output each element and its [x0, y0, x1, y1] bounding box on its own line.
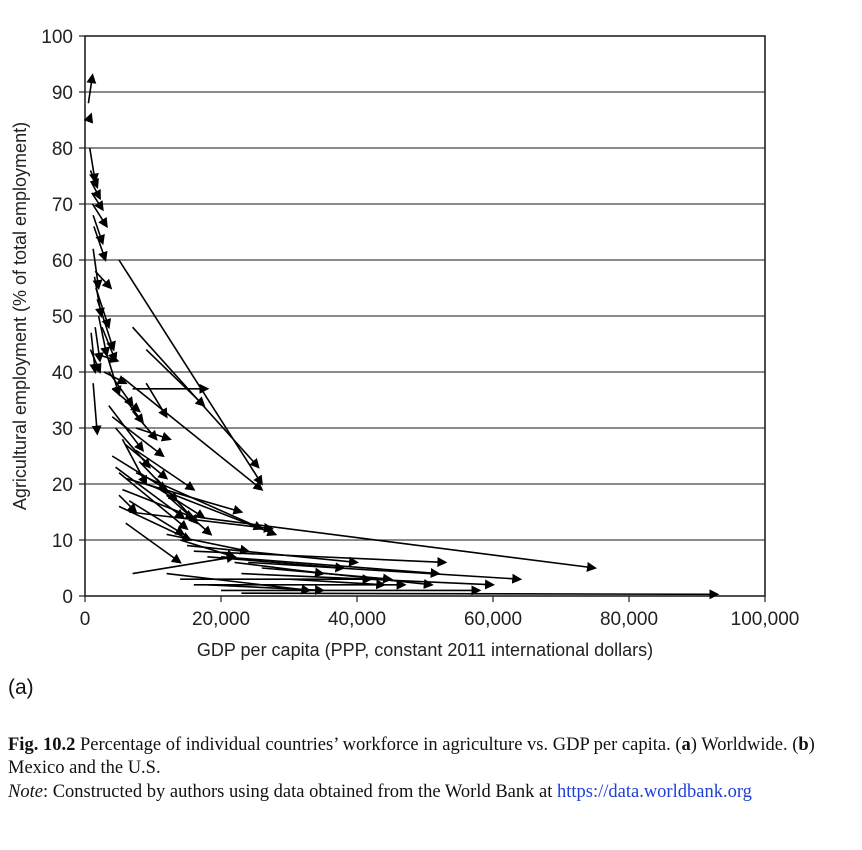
trajectory-arrow	[248, 561, 523, 584]
trajectory-arrow	[135, 427, 172, 442]
y-tick-label: 0	[62, 587, 73, 608]
trajectory-arrow	[86, 73, 97, 104]
trajectory-arrow	[92, 248, 103, 290]
trajectory-arrow	[118, 494, 138, 514]
y-tick-labels: 0 10 20 30 40 50 60 70 80 90 100	[41, 27, 85, 608]
trajectory-arrow	[200, 516, 597, 572]
trajectory-arrow	[93, 226, 108, 262]
trajectory-arrow	[111, 416, 165, 458]
trajectory-arrow	[96, 298, 116, 352]
x-tick-label: 0	[80, 609, 91, 630]
trajectory-arrow	[125, 522, 182, 564]
caption-a: a	[681, 735, 691, 755]
trajectory-arrow	[121, 438, 148, 486]
trajectory-arrow	[95, 287, 112, 330]
trajectory-arrow	[288, 578, 387, 590]
trajectory-arrow	[101, 326, 118, 363]
y-axis-title: Agricultural employment (% of total empl…	[10, 122, 30, 510]
trajectory-arrow	[129, 511, 274, 533]
trajectory-arrows	[83, 73, 720, 600]
trajectory-arrow	[220, 556, 441, 578]
y-tick-label: 20	[52, 475, 73, 496]
figure-number: Fig. 10.2	[8, 735, 76, 755]
x-tick-label: 100,000	[731, 609, 800, 630]
caption-text: ) Mexico and the U.S.	[8, 735, 815, 778]
trajectory-arrow	[118, 259, 263, 486]
trajectory-arrow	[108, 371, 134, 408]
caption-b: b	[798, 735, 809, 755]
trajectory-arrow	[128, 500, 186, 536]
worldbank-link[interactable]: https://data.worldbank.org	[556, 782, 752, 802]
y-tick-label: 90	[52, 83, 73, 104]
trajectory-arrow	[89, 332, 100, 374]
trajectory-arrow	[111, 455, 169, 491]
trajectory-arrow	[131, 410, 158, 441]
trajectory-arrow	[90, 181, 101, 201]
y-tick-label: 80	[52, 139, 73, 160]
x-tick-labels: 0 20,000 40,000 60,000 80,000 100,000	[80, 596, 800, 630]
y-tick-label: 40	[52, 363, 73, 384]
panel-label: (a)	[8, 676, 34, 699]
figure-caption: Fig. 10.2 Percentage of individual count…	[8, 734, 838, 780]
trajectory-arrow	[92, 214, 105, 246]
trajectory-arrow	[166, 533, 251, 555]
y-tick-label: 50	[52, 307, 73, 328]
trajectory-arrow	[166, 572, 312, 595]
trajectory-arrow	[193, 550, 448, 568]
gridlines	[85, 91, 765, 541]
trajectory-arrow	[132, 553, 237, 575]
note-text: : Constructed by authors using data obta…	[42, 782, 557, 802]
figure-note: Note: Constructed by authors using data …	[8, 781, 838, 804]
x-tick-label: 80,000	[600, 609, 658, 630]
x-tick-label: 40,000	[328, 609, 386, 630]
caption-text: ) Worldwide. (	[690, 735, 799, 755]
trajectory-arrow	[135, 449, 196, 491]
trajectory-arrow	[159, 488, 206, 519]
trajectory-arrow	[83, 112, 94, 124]
x-axis-title: GDP per capita (PPP, constant 2011 inter…	[197, 640, 653, 660]
x-tick-label: 20,000	[192, 609, 250, 630]
y-tick-label: 70	[52, 195, 73, 216]
trajectory-arrow	[97, 315, 111, 358]
trajectory-arrow	[125, 477, 244, 515]
trajectory-arrow	[241, 589, 720, 600]
trajectory-arrow	[88, 147, 99, 184]
trajectory-arrow	[94, 270, 113, 290]
trajectory-arrow	[125, 444, 169, 480]
caption-text: Percentage of individual countries’ work…	[75, 735, 682, 755]
trajectory-arrow	[121, 376, 264, 491]
x-tick-label: 60,000	[464, 609, 522, 630]
trajectory-arrow	[93, 327, 104, 363]
trajectory-arrow	[103, 371, 128, 385]
trajectory-arrow	[145, 349, 206, 407]
trajectory-arrow	[91, 203, 108, 229]
y-tick-label: 100	[41, 27, 73, 48]
trajectory-arrow	[135, 472, 264, 531]
trajectory-arrow	[122, 488, 196, 520]
y-tick-label: 30	[52, 419, 73, 440]
trajectory-arrow	[111, 388, 141, 413]
trajectory-arrow	[104, 349, 122, 397]
trajectory-arrow	[89, 170, 99, 190]
y-tick-label: 10	[52, 531, 73, 552]
trajectory-arrow	[91, 192, 104, 212]
y-tick-label: 60	[52, 251, 73, 272]
note-label: Note	[8, 782, 43, 802]
trajectory-arrow	[91, 383, 102, 436]
agri-employment-chart: 0 10 20 30 40 50 60 70 80 90 100 0 20,000 40,000 60,0…	[10, 27, 800, 660]
